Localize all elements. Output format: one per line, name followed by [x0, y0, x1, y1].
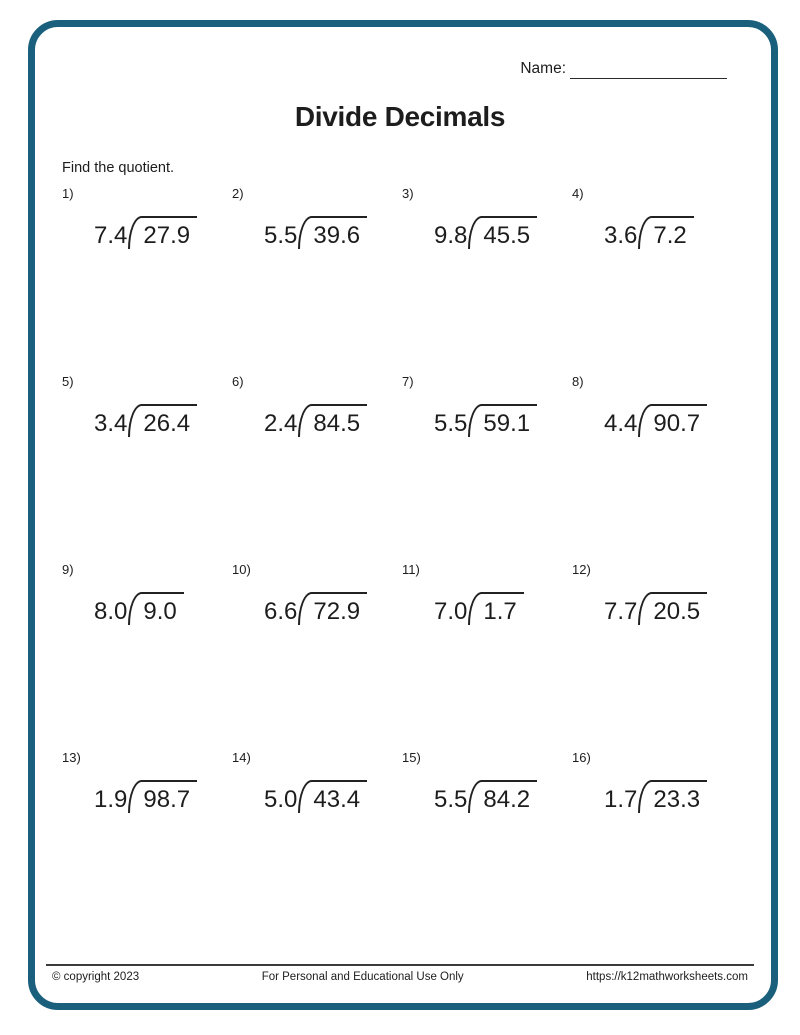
instruction-text: Find the quotient.: [62, 160, 175, 176]
long-division: 3.6 7.2: [604, 216, 694, 249]
dividend: 23.3: [638, 780, 708, 813]
problem-7: 7) 5.5 59.1: [402, 374, 572, 562]
problem-4: 4) 3.6 7.2: [572, 186, 742, 374]
dividend: 9.0: [128, 592, 184, 625]
divisor: 5.5: [264, 222, 298, 249]
problem-number: 6): [232, 374, 244, 389]
long-division: 3.4 26.4: [94, 404, 198, 437]
problem-5: 5) 3.4 26.4: [62, 374, 232, 562]
problem-10: 10) 6.6 72.9: [232, 562, 402, 750]
divisor: 7.7: [604, 598, 638, 625]
problem-number: 5): [62, 374, 74, 389]
long-division: 5.5 59.1: [434, 404, 538, 437]
usage-text: For Personal and Educational Use Only: [261, 971, 464, 983]
long-division: 8.0 9.0: [94, 592, 184, 625]
dividend: 39.6: [298, 216, 368, 249]
dividend: 59.1: [468, 404, 538, 437]
problem-6: 6) 2.4 84.5: [232, 374, 402, 562]
long-division: 4.4 90.7: [604, 404, 708, 437]
problem-3: 3) 9.8 45.5: [402, 186, 572, 374]
problem-number: 11): [402, 562, 420, 577]
long-division: 5.0 43.4: [264, 780, 368, 813]
problem-number: 7): [402, 374, 414, 389]
problem-number: 10): [232, 562, 251, 577]
long-division: 1.9 98.7: [94, 780, 198, 813]
problem-number: 15): [402, 750, 421, 765]
page-title: Divide Decimals: [294, 101, 506, 132]
footer: © copyright 2023 For Personal and Educat…: [46, 964, 754, 983]
dividend: 84.2: [468, 780, 538, 813]
divisor: 4.4: [604, 410, 638, 437]
divisor: 1.9: [94, 786, 128, 813]
divisor: 3.6: [604, 222, 638, 249]
problem-14: 14) 5.0 43.4: [232, 750, 402, 938]
problem-number: 1): [62, 186, 74, 201]
dividend: 98.7: [128, 780, 198, 813]
copyright-text: © copyright 2023: [52, 971, 140, 983]
problem-2: 2) 5.5 39.6: [232, 186, 402, 374]
long-division: 7.7 20.5: [604, 592, 708, 625]
problem-number: 9): [62, 562, 74, 577]
divisor: 7.0: [434, 598, 468, 625]
divisor: 2.4: [264, 410, 298, 437]
name-row: Name:: [520, 60, 727, 79]
problem-number: 12): [572, 562, 591, 577]
divisor: 9.8: [434, 222, 468, 249]
problem-1: 1) 7.4 27.9: [62, 186, 232, 374]
problem-number: 2): [232, 186, 244, 201]
long-division: 1.7 23.3: [604, 780, 708, 813]
website-url: https://k12mathworksheets.com: [586, 971, 748, 983]
problem-8: 8) 4.4 90.7: [572, 374, 742, 562]
problem-15: 15) 5.5 84.2: [402, 750, 572, 938]
long-division: 7.0 1.7: [434, 592, 524, 625]
problem-number: 14): [232, 750, 251, 765]
long-division: 2.4 84.5: [264, 404, 368, 437]
problem-number: 13): [62, 750, 81, 765]
problem-13: 13) 1.9 98.7: [62, 750, 232, 938]
divisor: 1.7: [604, 786, 638, 813]
dividend: 43.4: [298, 780, 368, 813]
problem-number: 3): [402, 186, 414, 201]
problem-number: 4): [572, 186, 584, 201]
dividend: 45.5: [468, 216, 538, 249]
long-division: 5.5 39.6: [264, 216, 368, 249]
long-division: 7.4 27.9: [94, 216, 198, 249]
problem-11: 11) 7.0 1.7: [402, 562, 572, 750]
divisor: 5.5: [434, 786, 468, 813]
problem-9: 9) 8.0 9.0: [62, 562, 232, 750]
problem-number: 16): [572, 750, 591, 765]
problem-16: 16) 1.7 23.3: [572, 750, 742, 938]
problem-number: 8): [572, 374, 584, 389]
worksheet-frame: [28, 20, 778, 1010]
divisor: 7.4: [94, 222, 128, 249]
long-division: 5.5 84.2: [434, 780, 538, 813]
dividend: 26.4: [128, 404, 198, 437]
dividend: 27.9: [128, 216, 198, 249]
dividend: 84.5: [298, 404, 368, 437]
divisor: 6.6: [264, 598, 298, 625]
divisor: 8.0: [94, 598, 128, 625]
problem-12: 12) 7.7 20.5: [572, 562, 742, 750]
dividend: 72.9: [298, 592, 368, 625]
problems-grid: 1) 7.4 27.9 2) 5.5 39.6 3) 9.8 45.5 4) 3…: [62, 186, 752, 938]
dividend: 7.2: [638, 216, 694, 249]
divisor: 3.4: [94, 410, 128, 437]
divisor: 5.5: [434, 410, 468, 437]
name-blank-line: [570, 65, 727, 79]
name-label: Name:: [520, 60, 566, 77]
dividend: 20.5: [638, 592, 708, 625]
divisor: 5.0: [264, 786, 298, 813]
long-division: 9.8 45.5: [434, 216, 538, 249]
dividend: 90.7: [638, 404, 708, 437]
dividend: 1.7: [468, 592, 524, 625]
long-division: 6.6 72.9: [264, 592, 368, 625]
